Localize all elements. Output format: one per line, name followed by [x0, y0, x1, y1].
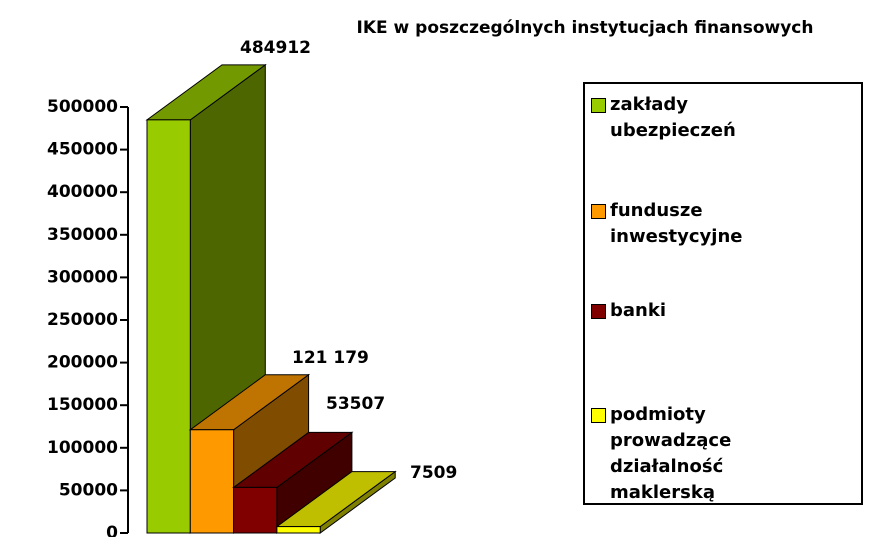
value-label: 53507 — [326, 394, 385, 414]
value-label: 7509 — [410, 463, 457, 483]
legend-swatch — [591, 304, 606, 319]
y-tick-label: 450000 — [47, 140, 118, 160]
legend-label: banki — [610, 300, 666, 321]
legend-swatch — [591, 98, 606, 113]
y-tick-label: 0 — [106, 523, 118, 537]
y-tick-label: 50000 — [59, 480, 118, 500]
legend: zakłady ubezpieczeń fundusze inwestycyjne… — [583, 82, 863, 505]
legend-swatch — [591, 408, 606, 423]
legend-item: fundusze inwestycyjne — [591, 198, 780, 250]
y-tick-label: 300000 — [47, 267, 118, 287]
y-tick-label: 350000 — [47, 225, 118, 245]
bar — [233, 486, 278, 534]
legend-label: fundusze inwestycyjne — [610, 200, 743, 247]
y-tick-label: 500000 — [47, 97, 118, 117]
legend-label: podmioty prowadzące działalność maklersk… — [610, 404, 732, 503]
bar — [146, 119, 191, 534]
bar — [276, 526, 321, 534]
y-tick-label: 150000 — [47, 395, 118, 415]
value-label: 121 179 — [292, 348, 369, 368]
y-tick-label: 250000 — [47, 310, 118, 330]
legend-swatch — [591, 204, 606, 219]
bar — [189, 429, 235, 534]
value-label: 484912 — [240, 38, 311, 58]
y-tick-label: 400000 — [47, 182, 118, 202]
legend-label: zakłady ubezpieczeń — [610, 94, 736, 141]
y-tick-label: 200000 — [47, 353, 118, 373]
legend-item: banki — [591, 298, 780, 324]
legend-item: zakłady ubezpieczeń — [591, 92, 780, 144]
chart-title: IKE w poszczególnych instytucjach finans… — [357, 18, 814, 38]
y-tick-label: 100000 — [47, 438, 118, 458]
legend-item: podmioty prowadzące działalność maklersk… — [591, 402, 780, 506]
